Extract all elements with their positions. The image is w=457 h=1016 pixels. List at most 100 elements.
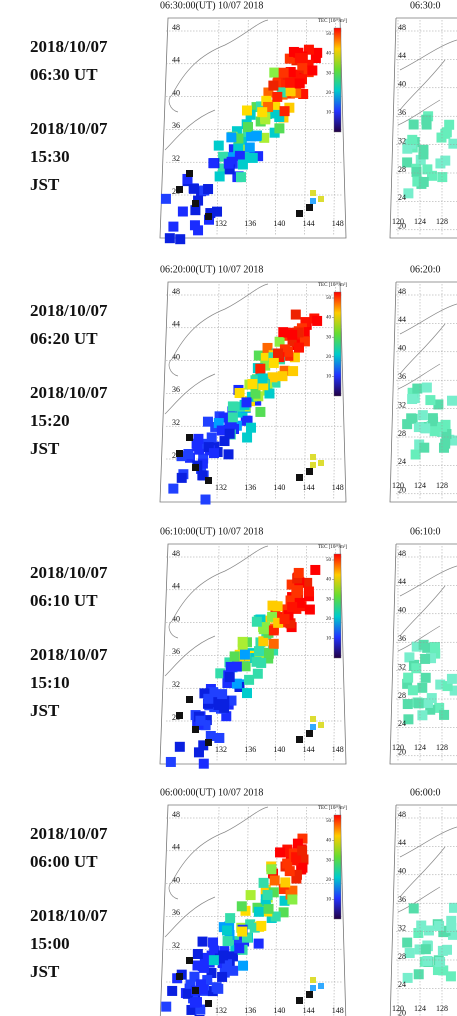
tec-cell [310,985,316,991]
tec-cell [223,449,234,460]
lon-label: 148 [332,745,344,754]
tec-cell [287,894,298,905]
lon-label: 132 [215,1006,227,1015]
tec-cell [249,922,260,933]
tec-cell [420,653,431,664]
tec-cell [219,436,230,447]
tec-cell [415,154,426,165]
tec-cell [203,442,214,453]
lat-label: 40 [172,88,180,97]
tec-cell [268,625,279,636]
tec-cell [285,86,296,97]
lat-label: 44 [398,51,406,60]
coastline [164,19,269,151]
tec-cell [165,756,176,767]
lat-label: 44 [172,320,180,329]
tec-cell [413,969,424,980]
tec-cell [294,597,305,608]
tec-cell [221,959,232,970]
tec-cell [296,210,303,217]
tec-cell [253,938,264,949]
tec-cell [242,415,253,426]
tec-cell [258,636,269,647]
tec-cell [296,997,303,1004]
tec-cell [205,1000,212,1007]
colorbar-tick-label: 10 [326,637,332,642]
time-label: 2018/10/07 [30,824,108,843]
tec-cell [296,474,303,481]
tec-cell [205,477,212,484]
colorbar-label: TEC [10¹⁶/m²] [318,805,347,811]
tec-cell [263,903,274,914]
tec-cell [202,698,213,709]
tec-cell [425,395,436,406]
tec-cell [193,433,204,444]
map-title: 06:10:0 [410,526,441,537]
time-label: 06:20 UT [30,329,98,348]
tec-cell [403,714,414,725]
tec-cell [284,866,295,877]
lat-label: 48 [398,810,406,819]
tec-cell [429,642,440,653]
tec-cell [282,858,293,869]
lon-label: 144 [303,219,315,228]
tec-cell [259,132,270,143]
tec-cell [272,348,283,359]
tec-cell [291,587,302,598]
tec-cell [318,983,324,989]
colorbar-label: TEC [10¹⁶/m²] [318,18,347,24]
tec-cell [227,412,238,423]
tec-cell [217,163,228,174]
lon-label: 132 [215,745,227,754]
tec-cell [197,961,208,972]
tec-cell [310,462,316,468]
tec-cell [274,123,285,134]
tec-cell [225,661,236,672]
lon-label: 120 [392,1004,404,1013]
tec-cell [176,712,183,719]
tec-cell [262,890,273,901]
tec-cell [176,450,183,457]
tec-cell [227,401,238,412]
tec-cell [238,144,249,155]
time-label: 2018/10/07 [30,383,108,402]
tec-cell [402,678,413,689]
lat-label: 24 [398,980,406,989]
tec-cell [233,143,244,154]
tec-cell [291,873,302,884]
tec-cell [239,649,250,660]
tec-cell [231,126,242,137]
tec-cell [217,689,228,700]
tec-cell [433,399,444,410]
tec-cell [402,157,413,168]
tec-cell [435,957,446,968]
coastline [164,806,269,938]
tec-cell [240,152,251,163]
tec-cell [193,225,204,236]
tec-cell [440,438,451,449]
tec-cell [193,747,204,758]
tec-cell [274,336,285,347]
tec-cell [247,379,258,390]
tec-cell [237,159,248,170]
tec-cell [267,372,278,383]
map-frame [389,17,457,239]
tec-cell [268,638,279,649]
colorbar-tick-label: 30 [326,597,332,602]
tec-cell [403,188,414,199]
tec-cell [285,77,296,88]
time-label: 15:10 [30,673,70,692]
tec-cell [208,937,219,948]
tec-cell [307,65,318,76]
colorbar-label: TEC [10¹⁶/m²] [318,282,347,288]
lat-label: 48 [398,549,406,558]
tec-cell [206,432,217,443]
tec-cell [223,158,234,169]
time-label: JST [30,175,60,194]
tec-cell [278,884,289,895]
tec-cell [304,604,315,615]
tec-cell [226,132,237,143]
tec-cell [222,678,233,689]
tec-cell [258,624,269,635]
tec-cell [408,119,419,130]
